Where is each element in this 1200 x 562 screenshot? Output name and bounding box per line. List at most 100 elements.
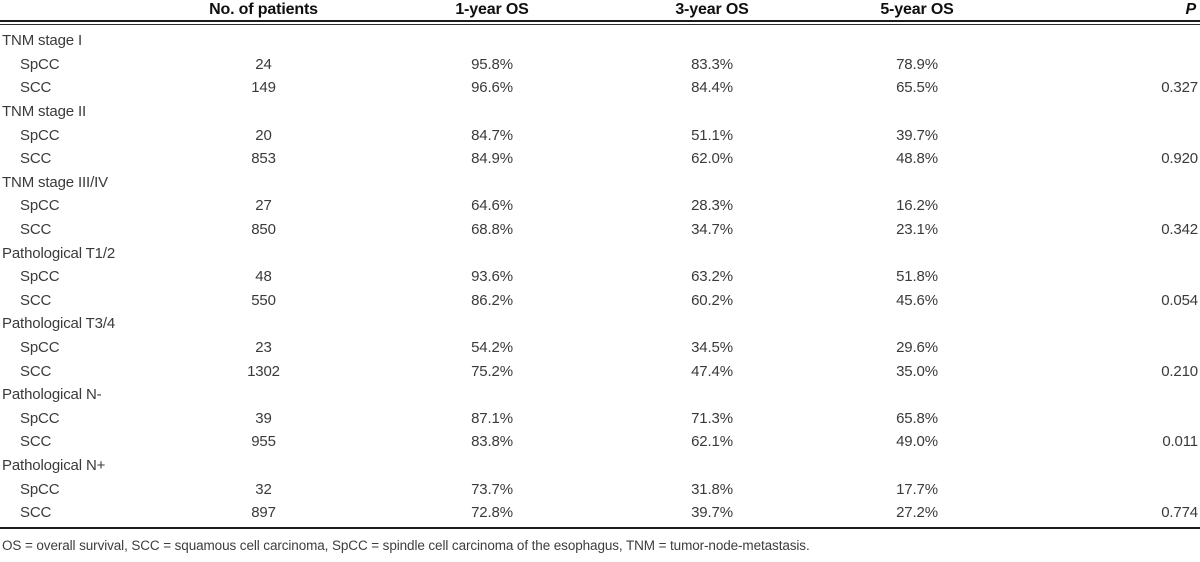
empty-cell <box>1017 454 1200 478</box>
row-label: SpCC <box>20 126 60 144</box>
empty-cell <box>607 383 817 407</box>
cell-3-year-os: 39.7% <box>691 504 733 522</box>
group-label: Pathological N- <box>2 386 102 404</box>
cell-p-value <box>1017 407 1200 431</box>
cell-3-year-os: 28.3% <box>691 197 733 215</box>
empty-cell <box>150 100 377 124</box>
cell-patients: 23 <box>255 339 272 357</box>
header-empty <box>0 0 150 22</box>
group-label: Pathological T1/2 <box>2 244 116 262</box>
cell-3-year-os: 47.4% <box>691 362 733 380</box>
row-label: SCC <box>20 150 52 168</box>
empty-cell <box>150 454 377 478</box>
table-body: TNM stage I SpCC 24 95.8% 83.3% 78.9% SCC 149 96… <box>0 29 1200 528</box>
empty-cell <box>377 383 607 407</box>
empty-cell <box>150 312 377 336</box>
header-3-year-os: 3-year OS <box>607 0 817 22</box>
row-label: SCC <box>20 291 52 309</box>
cell-p-value <box>1017 123 1200 147</box>
empty-cell <box>817 312 1017 336</box>
empty-cell <box>607 171 817 195</box>
cell-3-year-os: 34.7% <box>691 221 733 239</box>
table-row: SpCC 27 64.6% 28.3% 16.2% <box>0 194 1200 218</box>
cell-3-year-os: 31.8% <box>691 480 733 498</box>
cell-1-year-os: 84.7% <box>471 126 513 144</box>
empty-cell <box>1017 29 1200 53</box>
header-row: No. of patients 1-year OS 3-year OS 5-ye… <box>0 0 1200 22</box>
cell-p-value: 0.920 <box>1161 150 1198 168</box>
row-label: SpCC <box>20 55 60 73</box>
group-label: Pathological T3/4 <box>2 315 116 333</box>
header-1-year-os: 1-year OS <box>377 0 607 22</box>
cell-3-year-os: 62.1% <box>691 433 733 451</box>
table-row: SpCC 32 73.7% 31.8% 17.7% <box>0 477 1200 501</box>
cell-1-year-os: 72.8% <box>471 504 513 522</box>
group-row: TNM stage III/IV <box>0 171 1200 195</box>
table-header: No. of patients 1-year OS 3-year OS 5-ye… <box>0 0 1200 29</box>
empty-cell <box>1017 100 1200 124</box>
empty-cell <box>817 29 1017 53</box>
table-row: SpCC 20 84.7% 51.1% 39.7% <box>0 123 1200 147</box>
table-row: SpCC 24 95.8% 83.3% 78.9% <box>0 53 1200 77</box>
row-label: SpCC <box>20 409 60 427</box>
cell-3-year-os: 51.1% <box>691 126 733 144</box>
empty-cell <box>377 171 607 195</box>
cell-5-year-os: 78.9% <box>896 55 938 73</box>
row-label: SpCC <box>20 480 60 498</box>
cell-p-value: 0.054 <box>1161 291 1198 309</box>
empty-cell <box>817 100 1017 124</box>
row-label: SCC <box>20 221 52 239</box>
cell-3-year-os: 34.5% <box>691 339 733 357</box>
empty-cell <box>1017 383 1200 407</box>
cell-patients: 1302 <box>247 362 280 380</box>
cell-3-year-os: 60.2% <box>691 291 733 309</box>
empty-cell <box>607 312 817 336</box>
cell-1-year-os: 87.1% <box>471 409 513 427</box>
cell-p-value <box>1017 265 1200 289</box>
cell-5-year-os: 51.8% <box>896 268 938 286</box>
cell-patients: 955 <box>251 433 276 451</box>
cell-1-year-os: 93.6% <box>471 268 513 286</box>
group-row: TNM stage II <box>0 100 1200 124</box>
row-label: SCC <box>20 504 52 522</box>
cell-patients: 853 <box>251 150 276 168</box>
cell-5-year-os: 48.8% <box>896 150 938 168</box>
table-row: SCC 897 72.8% 39.7% 27.2% 0.774 <box>0 501 1200 525</box>
cell-1-year-os: 64.6% <box>471 197 513 215</box>
cell-p-value: 0.011 <box>1162 433 1198 451</box>
cell-p-value <box>1017 336 1200 360</box>
cell-patients: 24 <box>255 55 272 73</box>
empty-cell <box>150 171 377 195</box>
cell-p-value: 0.327 <box>1161 79 1198 97</box>
group-label: Pathological N+ <box>2 456 106 474</box>
table-row: SCC 1302 75.2% 47.4% 35.0% 0.210 <box>0 359 1200 383</box>
cell-p-value <box>1017 194 1200 218</box>
row-label: SpCC <box>20 197 60 215</box>
cell-1-year-os: 86.2% <box>471 291 513 309</box>
empty-cell <box>817 383 1017 407</box>
cell-1-year-os: 75.2% <box>471 362 513 380</box>
cell-5-year-os: 39.7% <box>896 126 938 144</box>
cell-5-year-os: 45.6% <box>896 291 938 309</box>
table-row: SCC 955 83.8% 62.1% 49.0% 0.011 <box>0 430 1200 454</box>
empty-cell <box>377 454 607 478</box>
group-row: Pathological T1/2 <box>0 241 1200 265</box>
table-row: SCC 853 84.9% 62.0% 48.8% 0.920 <box>0 147 1200 171</box>
cell-3-year-os: 84.4% <box>691 79 733 97</box>
empty-cell <box>150 241 377 265</box>
cell-3-year-os: 71.3% <box>691 409 733 427</box>
empty-cell <box>817 171 1017 195</box>
cell-5-year-os: 65.8% <box>896 409 938 427</box>
header-thin-rule <box>0 21 1200 25</box>
cell-p-value <box>1017 477 1200 501</box>
cell-patients: 32 <box>255 480 272 498</box>
table-row: SpCC 48 93.6% 63.2% 51.8% <box>0 265 1200 289</box>
cell-patients: 27 <box>255 197 272 215</box>
empty-cell <box>1017 171 1200 195</box>
empty-cell <box>607 454 817 478</box>
cell-patients: 39 <box>255 409 272 427</box>
cell-5-year-os: 49.0% <box>896 433 938 451</box>
survival-table: No. of patients 1-year OS 3-year OS 5-ye… <box>0 0 1200 530</box>
empty-cell <box>377 312 607 336</box>
